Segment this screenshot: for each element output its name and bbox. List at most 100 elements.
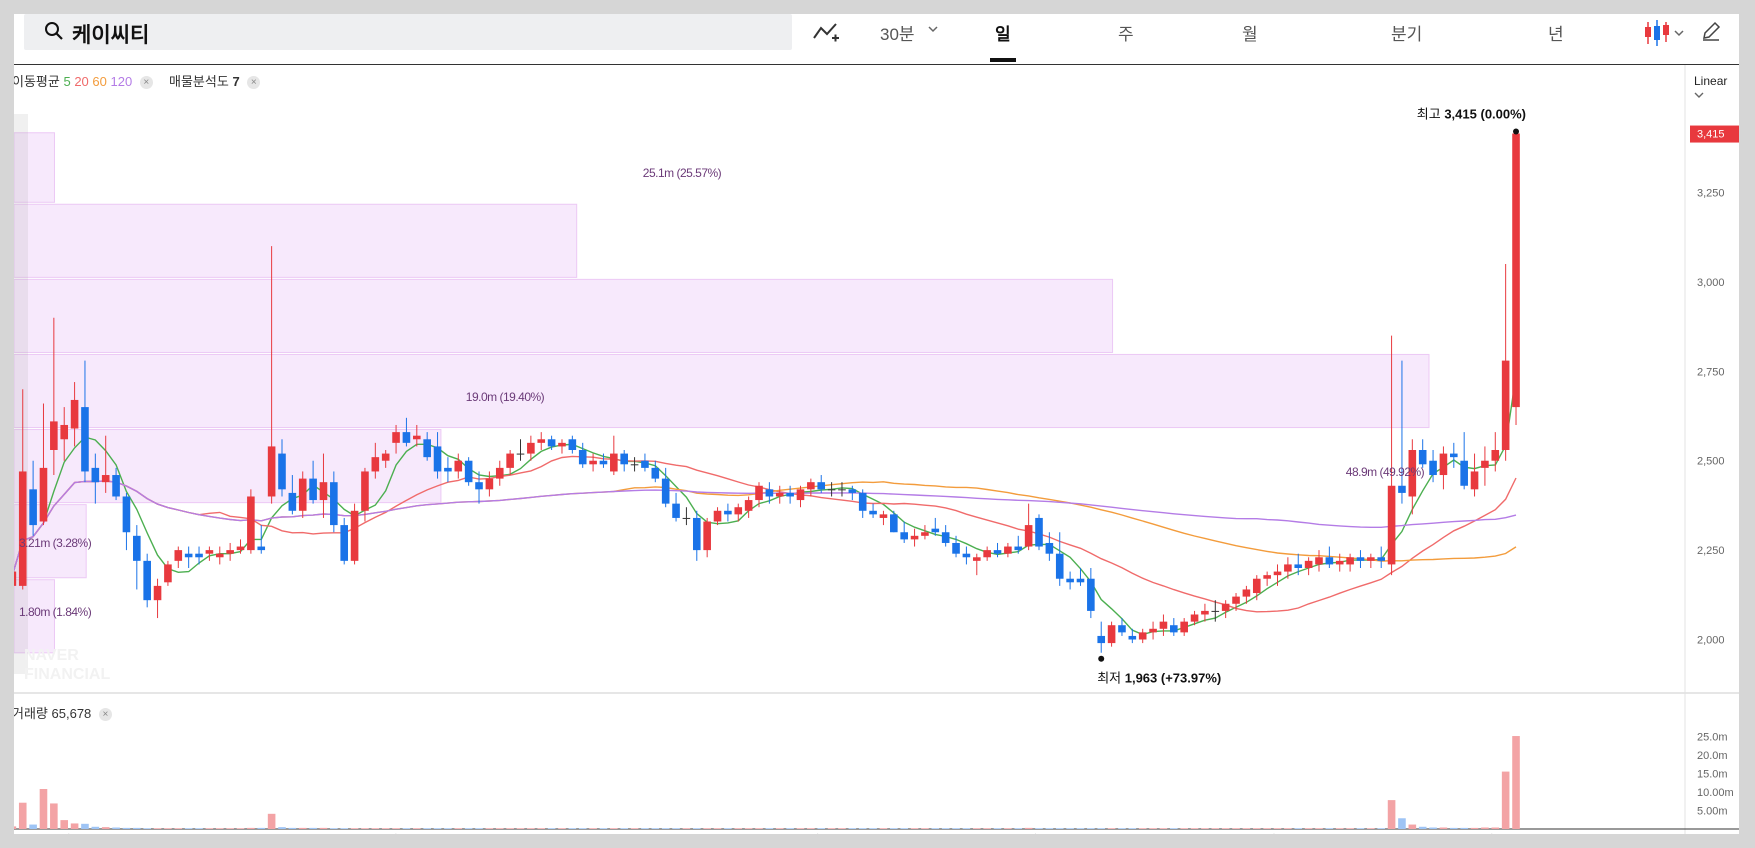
volume-bar bbox=[1304, 828, 1313, 829]
candle-body bbox=[1004, 546, 1012, 554]
candle-body bbox=[1097, 635, 1106, 644]
time-tick-label: 2025 bbox=[590, 833, 617, 834]
price-tick-label: 2,750 bbox=[1697, 366, 1725, 378]
volume-bar bbox=[133, 827, 141, 829]
volume-bar bbox=[60, 820, 69, 829]
volume-bar bbox=[734, 828, 743, 829]
tab-day[interactable]: 일 bbox=[995, 25, 1011, 44]
pencil-icon[interactable] bbox=[1700, 20, 1722, 42]
volume-bar bbox=[402, 828, 411, 829]
candle-body bbox=[60, 424, 69, 440]
price-tick-label: 2,500 bbox=[1697, 456, 1725, 468]
chevron-down-icon[interactable] bbox=[928, 24, 938, 34]
volume-tick-label: 15.0m bbox=[1697, 768, 1728, 780]
volume-bar bbox=[215, 828, 224, 829]
volume-bar bbox=[267, 813, 276, 829]
candle-body bbox=[319, 482, 328, 501]
volume-bar bbox=[247, 827, 255, 829]
volume-bar bbox=[1055, 828, 1064, 829]
volume-bar bbox=[1045, 828, 1054, 829]
candle-body bbox=[330, 482, 338, 526]
candle-body bbox=[713, 510, 722, 522]
search-query: 케이씨티 bbox=[72, 24, 150, 47]
volume-bar bbox=[682, 828, 691, 829]
candle-body bbox=[1294, 564, 1303, 568]
volume-bar bbox=[527, 828, 535, 829]
volume-profile-bar bbox=[14, 203, 578, 278]
candle-body bbox=[101, 475, 110, 483]
candle-body bbox=[433, 446, 442, 472]
candle-body bbox=[1450, 453, 1458, 458]
tab-quarter[interactable]: 분기 bbox=[1391, 25, 1423, 44]
candle-body bbox=[29, 489, 37, 526]
candle-body bbox=[174, 550, 183, 561]
candle-body bbox=[527, 442, 535, 454]
high-annotation-part: 3,415 bbox=[1444, 107, 1480, 122]
volume-bar bbox=[796, 828, 805, 829]
scale-dropdown[interactable]: Linear bbox=[1694, 74, 1739, 102]
candle-body bbox=[775, 492, 784, 497]
candle-body bbox=[143, 560, 151, 601]
candle-body bbox=[278, 453, 286, 490]
candle-body bbox=[1263, 575, 1271, 579]
search-box[interactable]: 케이씨티 bbox=[24, 14, 792, 50]
tab-year[interactable]: 년 bbox=[1548, 25, 1564, 44]
tab-30min[interactable]: 30분 bbox=[880, 25, 915, 44]
time-tick-label: 5월 bbox=[1476, 833, 1494, 834]
candle-body bbox=[267, 446, 276, 497]
close-icon[interactable]: × bbox=[139, 76, 153, 89]
time-tick-label: 12/14 bbox=[495, 833, 525, 834]
candle-body bbox=[70, 399, 79, 429]
volume-bar bbox=[568, 828, 577, 829]
volume-bar bbox=[672, 828, 680, 829]
volume-bar bbox=[319, 827, 328, 829]
volume-bar bbox=[651, 828, 660, 829]
volume-bar bbox=[744, 828, 753, 829]
candle-body bbox=[941, 532, 950, 543]
candle-body bbox=[589, 460, 597, 465]
tab-week[interactable]: 주 bbox=[1118, 25, 1134, 44]
close-icon[interactable]: × bbox=[247, 76, 261, 89]
candle-body bbox=[1159, 621, 1168, 629]
chart-type-candle-icon[interactable] bbox=[1640, 16, 1690, 50]
volume-bar bbox=[1014, 828, 1023, 829]
volume-bar bbox=[578, 828, 587, 829]
trend-line-icon[interactable] bbox=[812, 20, 840, 44]
volume-bar bbox=[1242, 828, 1251, 829]
candle-body bbox=[133, 535, 141, 561]
candle-body bbox=[1201, 610, 1209, 615]
ma-legend[interactable]: 이동평균 5 20 60 120 × bbox=[14, 71, 153, 90]
candle-body bbox=[381, 453, 390, 461]
candle-body bbox=[1232, 596, 1240, 604]
volume-bar bbox=[1315, 828, 1323, 829]
profile-legend[interactable]: 매물분석도 7 × bbox=[169, 71, 261, 90]
candle-body bbox=[413, 435, 421, 440]
volume-bar bbox=[869, 828, 877, 829]
volume-bar bbox=[205, 828, 214, 829]
candle-body bbox=[1304, 560, 1313, 568]
volume-bar bbox=[1128, 828, 1137, 829]
candle-body bbox=[786, 492, 794, 497]
watermark: NAVER bbox=[24, 647, 79, 664]
volume-bar bbox=[298, 827, 307, 829]
candle-body bbox=[506, 453, 514, 468]
volume-bar bbox=[1408, 824, 1417, 829]
close-icon[interactable]: × bbox=[98, 708, 112, 721]
volume-bar bbox=[444, 828, 452, 829]
candle-body bbox=[900, 532, 908, 540]
volume-profile-label: 3.21m (3.28%) bbox=[19, 536, 92, 550]
volume-bar bbox=[1263, 828, 1271, 829]
time-tick-label: 11월 bbox=[47, 833, 71, 834]
candle-body bbox=[1138, 632, 1147, 640]
tab-month[interactable]: 월 bbox=[1242, 25, 1258, 44]
time-tick-label: 12월 bbox=[373, 833, 397, 834]
candle-body bbox=[692, 517, 701, 551]
volume-legend-value: 65,678 bbox=[51, 706, 92, 721]
volume-legend[interactable]: 거래량 65,678 × bbox=[14, 703, 112, 722]
candle-body bbox=[1024, 525, 1033, 547]
candle-body bbox=[682, 517, 691, 519]
volume-profile-label: 19.0m (19.40%) bbox=[466, 390, 545, 404]
volume-bar bbox=[921, 828, 929, 829]
volume-bar bbox=[309, 827, 317, 829]
volume-bar bbox=[1491, 827, 1500, 829]
